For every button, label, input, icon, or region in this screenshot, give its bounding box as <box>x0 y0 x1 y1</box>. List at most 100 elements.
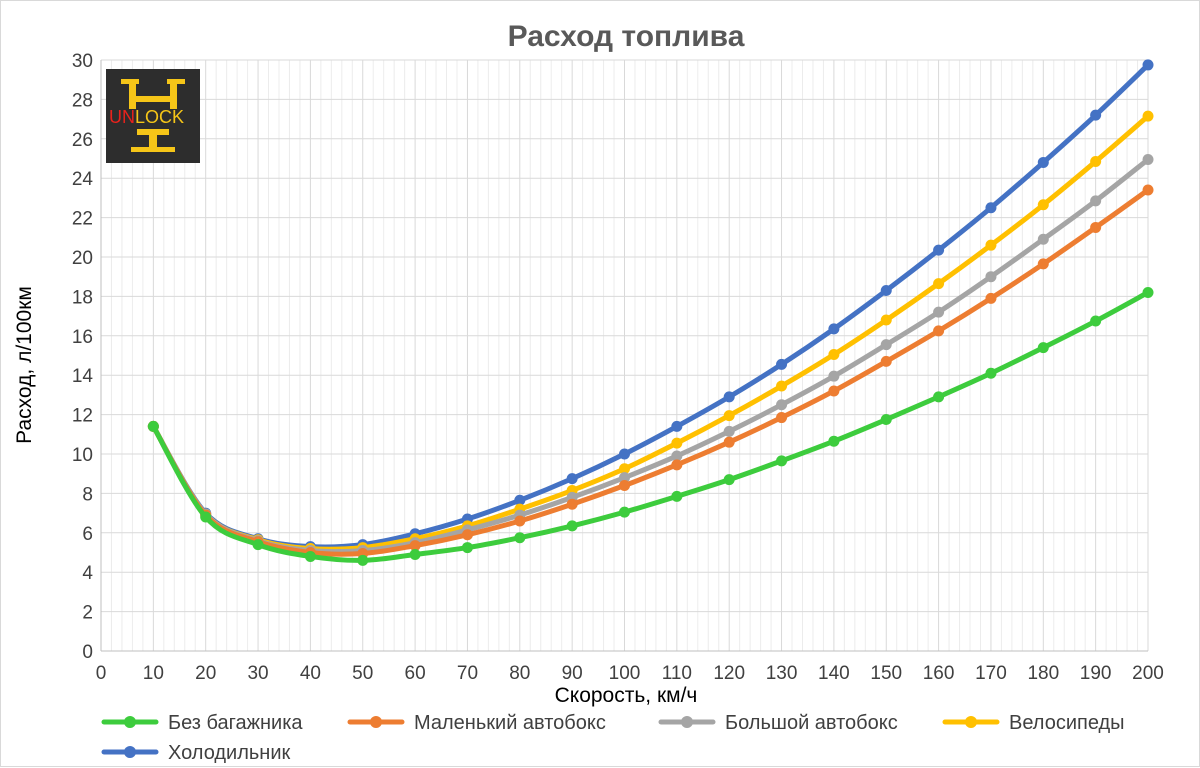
data-point <box>671 450 683 462</box>
x-tick-label: 120 <box>713 663 745 684</box>
data-point <box>723 391 735 403</box>
logo-text-red: UN <box>109 107 135 127</box>
unlock-logo: UNLOCK <box>106 69 200 163</box>
data-point <box>880 314 892 326</box>
data-point <box>1142 286 1154 298</box>
y-axis-label: Расход, л/100км <box>13 286 36 444</box>
axes <box>100 60 1148 652</box>
data-point <box>514 494 526 506</box>
data-point <box>409 540 421 552</box>
legend-item: Холодильник <box>101 742 291 764</box>
data-point <box>880 355 892 367</box>
data-point <box>566 473 578 485</box>
data-point <box>723 436 735 448</box>
logo-bar <box>121 79 139 84</box>
series-3 <box>147 153 1154 557</box>
y-tick-label: 28 <box>72 90 93 111</box>
x-tick-label: 170 <box>975 663 1007 684</box>
y-tick-label: 16 <box>72 327 93 348</box>
data-point <box>619 448 630 460</box>
legend-item: Велосипеды <box>942 712 1125 734</box>
x-tick-label: 0 <box>96 663 107 684</box>
data-point <box>985 239 997 251</box>
x-tick-label: 50 <box>352 663 373 684</box>
x-tick-label: 190 <box>1080 663 1112 684</box>
logo-bar <box>149 129 157 151</box>
data-point <box>828 349 840 361</box>
y-tick-label: 6 <box>82 524 93 545</box>
data-point <box>985 367 997 379</box>
data-point <box>304 550 316 562</box>
legend-label: Без багажника <box>168 712 303 734</box>
series-line <box>150 289 1151 563</box>
data-point <box>147 420 159 432</box>
data-point <box>1037 199 1049 211</box>
data-point <box>776 380 788 392</box>
legend: Без багажника Маленький автобокс Большой а… <box>101 712 1125 764</box>
data-point <box>671 490 683 502</box>
data-point <box>461 542 473 554</box>
chart-title: Расход топлива <box>508 20 745 53</box>
y-tick-label: 10 <box>72 445 93 466</box>
legend-label: Большой автобокс <box>725 712 898 734</box>
data-point <box>985 202 997 214</box>
series-line <box>150 113 1151 552</box>
data-point <box>776 399 788 411</box>
data-point <box>619 480 630 492</box>
y-tick-label: 20 <box>72 248 93 269</box>
data-point <box>1037 258 1049 270</box>
data-point <box>985 271 997 283</box>
data-point <box>514 515 526 527</box>
y-tick-label: 8 <box>82 484 93 505</box>
y-tick-label: 4 <box>82 563 93 584</box>
data-point <box>723 410 735 422</box>
data-point <box>933 325 945 337</box>
data-point <box>619 472 630 484</box>
data-point <box>671 420 683 432</box>
data-point <box>461 529 473 541</box>
data-point <box>1090 315 1102 327</box>
logo-glyph-icon <box>121 79 185 152</box>
legend-item: Без багажника <box>101 712 303 734</box>
series-5 <box>147 59 1154 553</box>
y-tick-label: 14 <box>72 366 94 387</box>
data-point <box>776 358 788 370</box>
legend-label: Холодильник <box>168 742 291 764</box>
data-point <box>409 548 421 560</box>
x-tick-label: 160 <box>923 663 955 684</box>
data-point <box>776 455 788 467</box>
data-point <box>828 385 840 397</box>
data-point <box>671 437 683 449</box>
data-point <box>880 339 892 351</box>
data-point <box>723 474 735 486</box>
x-tick-label: 150 <box>870 663 902 684</box>
data-point <box>200 511 212 523</box>
series-layer <box>147 59 1154 566</box>
data-point <box>1037 156 1049 168</box>
x-tick-label: 110 <box>662 663 692 684</box>
logo-bar <box>131 147 175 152</box>
x-tick-label: 140 <box>818 663 850 684</box>
data-point <box>671 459 683 471</box>
x-tick-label: 10 <box>143 663 164 684</box>
data-point <box>933 306 945 318</box>
series-line <box>150 156 1151 555</box>
x-tick-label: 40 <box>300 663 321 684</box>
x-tick-label: 130 <box>766 663 798 684</box>
x-tick-label: 30 <box>247 663 268 684</box>
legend-swatch-marker <box>681 716 693 728</box>
data-point <box>933 391 945 403</box>
data-point <box>723 425 735 437</box>
data-point <box>880 284 892 296</box>
x-tick-label: 20 <box>195 663 216 684</box>
data-point <box>514 532 526 544</box>
x-tick-label: 180 <box>1027 663 1059 684</box>
data-point <box>1037 233 1049 245</box>
data-point <box>566 520 578 532</box>
y-tick-label: 12 <box>72 406 93 427</box>
legend-swatch-marker <box>965 716 977 728</box>
data-point <box>933 278 945 290</box>
series-1 <box>147 286 1154 566</box>
major-grid <box>100 59 1149 652</box>
